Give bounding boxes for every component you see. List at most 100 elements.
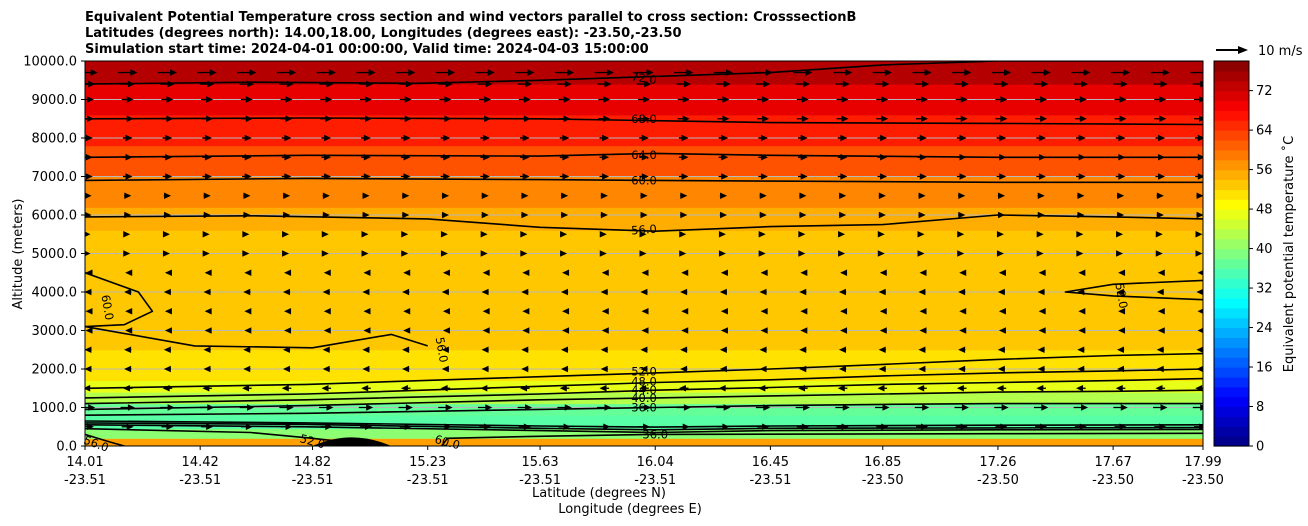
wind-arrow-head bbox=[680, 192, 688, 200]
wind-arrow bbox=[518, 96, 531, 103]
wind-arrow bbox=[1196, 288, 1203, 296]
wind-arrow-head bbox=[247, 80, 255, 88]
wind-arrow bbox=[1073, 404, 1089, 411]
wind-arrow bbox=[1114, 423, 1127, 431]
wind-arrow bbox=[281, 134, 292, 142]
wind-arrow bbox=[440, 134, 451, 142]
wind-arrow bbox=[677, 423, 690, 431]
colorbar-segment bbox=[1214, 386, 1249, 398]
wind-arrow bbox=[917, 230, 925, 238]
wind-arrow bbox=[441, 192, 450, 200]
wind-arrow bbox=[799, 346, 807, 354]
wind-arrow-head bbox=[85, 231, 91, 237]
wind-arrow-head bbox=[841, 96, 849, 103]
wind-arrow bbox=[362, 346, 370, 354]
wind-arrow-head bbox=[958, 346, 966, 354]
wind-arrow bbox=[160, 404, 175, 411]
wind-arrow bbox=[755, 80, 771, 88]
wind-arrow bbox=[959, 269, 967, 277]
wind-arrow-head bbox=[1076, 230, 1084, 238]
wind-arrow-head bbox=[838, 230, 846, 238]
wind-arrow-head bbox=[1078, 269, 1086, 277]
wind-arrow bbox=[162, 230, 170, 238]
wind-arrow-head bbox=[1001, 80, 1009, 88]
wind-arrow-head bbox=[961, 404, 969, 411]
wind-arrow bbox=[557, 80, 572, 88]
wind-arrow bbox=[639, 134, 649, 142]
wind-arrow bbox=[718, 250, 726, 257]
wind-arrow-head bbox=[918, 192, 926, 200]
wind-arrow bbox=[1195, 134, 1203, 142]
wind-arrow bbox=[956, 384, 967, 392]
wind-arrow bbox=[1036, 384, 1046, 392]
wind-arrow-head bbox=[720, 192, 728, 200]
wind-arrow-head bbox=[1081, 80, 1089, 88]
wind-arrow-head bbox=[1037, 192, 1045, 200]
wind-arrow-head bbox=[482, 327, 490, 334]
wind-arrow bbox=[323, 269, 331, 277]
wind-arrow bbox=[322, 288, 330, 296]
wind-arrow-head bbox=[722, 423, 730, 431]
wind-arrow bbox=[719, 192, 728, 200]
wind-arrow bbox=[558, 115, 571, 123]
wind-arrow bbox=[917, 153, 927, 161]
wind-arrow bbox=[399, 96, 412, 103]
wind-arrow bbox=[1036, 250, 1044, 257]
wind-arrow bbox=[202, 384, 212, 392]
contour-line-52 bbox=[85, 352, 1203, 390]
wind-arrow bbox=[279, 404, 294, 411]
wind-arrow bbox=[161, 115, 174, 123]
wind-arrow-head bbox=[1197, 308, 1203, 314]
wind-arrow bbox=[123, 250, 131, 257]
wind-arrow-head bbox=[85, 384, 91, 392]
wind-arrow bbox=[240, 423, 253, 431]
colorbar-segment bbox=[1214, 100, 1249, 111]
wind-arrow bbox=[282, 288, 291, 296]
wind-arrow bbox=[679, 230, 687, 238]
wind-arrow bbox=[199, 404, 215, 411]
wind-arrow bbox=[202, 134, 212, 142]
wind-arrow-head bbox=[363, 307, 371, 315]
wind-arrow bbox=[677, 115, 690, 123]
wind-arrow bbox=[676, 80, 691, 88]
wind-arrow bbox=[1197, 327, 1203, 334]
contour-label: 60.0 bbox=[98, 294, 116, 322]
wind-arrow-head bbox=[245, 423, 253, 431]
wind-arrow-head bbox=[919, 153, 927, 161]
wind-arrow bbox=[599, 173, 610, 180]
wind-arrow bbox=[601, 327, 609, 334]
wind-arrow-head bbox=[202, 250, 210, 257]
colorbar-label: Equivalent potential temperature ˚C bbox=[1281, 136, 1297, 372]
x-tick-latitude-label: 14.82 bbox=[294, 455, 331, 470]
wind-arrow-head bbox=[918, 365, 926, 373]
wind-arrow bbox=[284, 327, 292, 334]
wind-arrow-head bbox=[203, 211, 211, 219]
colorbar-segment bbox=[1214, 426, 1249, 437]
wind-arrow-head bbox=[758, 384, 766, 392]
wind-arrow bbox=[85, 384, 93, 392]
wind-arrow-head bbox=[443, 134, 451, 142]
wind-arrow-head bbox=[443, 153, 451, 161]
wind-arrow-head bbox=[801, 115, 809, 123]
wind-arrow-head bbox=[1079, 115, 1087, 123]
wind-arrow bbox=[242, 230, 250, 238]
wind-arrow bbox=[1116, 346, 1125, 354]
wind-arrow bbox=[157, 69, 178, 76]
wind-arrow bbox=[641, 327, 649, 334]
wind-arrow-head bbox=[166, 115, 174, 123]
wind-arrow-head bbox=[1202, 69, 1203, 76]
wind-arrow bbox=[1035, 96, 1048, 103]
wind-arrow-head bbox=[480, 250, 488, 257]
wind-arrow-head bbox=[562, 173, 570, 180]
wind-arrow bbox=[442, 327, 450, 334]
wind-arrow bbox=[558, 96, 571, 103]
wind-arrow-head bbox=[1116, 288, 1124, 296]
wind-arrow-head bbox=[1196, 211, 1203, 219]
wind-arrow bbox=[1194, 423, 1203, 431]
x-tick-latitude-label: 14.01 bbox=[66, 455, 103, 470]
wind-arrow bbox=[916, 423, 928, 431]
wind-arrow-head bbox=[997, 365, 1005, 373]
wind-arrow-head bbox=[600, 365, 608, 373]
wind-arrow-head bbox=[681, 153, 689, 161]
wind-arrow-head bbox=[760, 173, 768, 180]
